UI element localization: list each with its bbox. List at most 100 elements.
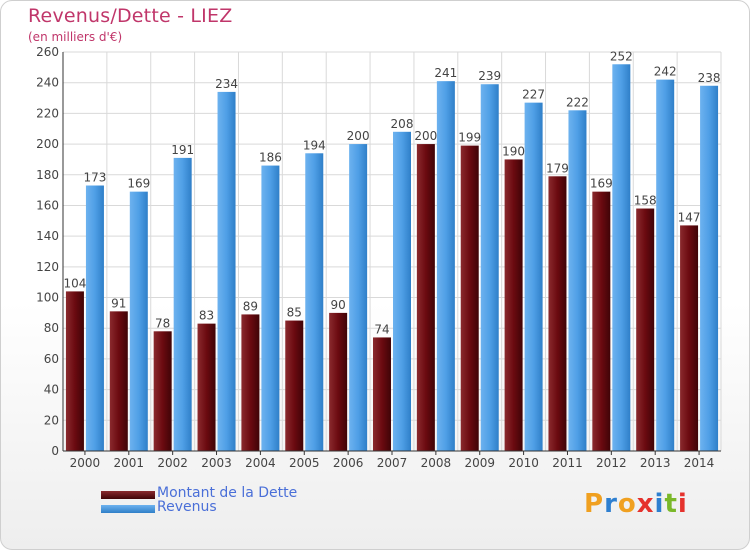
logo-letter: x — [636, 489, 655, 519]
y-tick-label: 180 — [36, 168, 59, 182]
data-label: 194 — [303, 138, 326, 152]
bar-dette — [680, 225, 699, 451]
bar-revenus — [568, 110, 587, 452]
y-tick-label: 260 — [36, 45, 59, 59]
logo-letter: P — [584, 489, 605, 519]
y-tick-label: 100 — [36, 291, 59, 305]
bar-dette — [285, 320, 304, 451]
bar-revenus — [349, 144, 368, 452]
y-tick-label: 20 — [44, 413, 59, 427]
data-label: 242 — [654, 65, 677, 79]
bar-revenus — [261, 165, 280, 452]
data-label: 169 — [127, 177, 150, 191]
y-tick-label: 0 — [51, 444, 59, 458]
data-label: 173 — [83, 171, 106, 185]
x-tick-label: 2003 — [201, 456, 232, 470]
x-tick-label: 2008 — [421, 456, 452, 470]
bar-revenus — [436, 81, 455, 452]
legend-label-dette: Montant de la Dette — [157, 485, 298, 501]
x-tick-label: 2007 — [377, 456, 408, 470]
y-tick-label: 40 — [44, 383, 59, 397]
data-label: 238 — [698, 71, 721, 85]
x-tick-label: 2010 — [508, 456, 539, 470]
bar-dette — [416, 144, 435, 452]
y-tick-label: 140 — [36, 229, 59, 243]
bar-dette — [460, 145, 479, 451]
logo-letter: o — [617, 489, 637, 519]
proxiti-logo: Proxiti — [584, 489, 688, 519]
data-label: 208 — [391, 117, 414, 131]
bar-revenus — [656, 79, 675, 451]
bar-dette — [241, 314, 260, 451]
data-label: 169 — [590, 177, 613, 191]
x-tick-label: 2013 — [640, 456, 671, 470]
y-tick-label: 160 — [36, 198, 59, 212]
data-label: 252 — [610, 49, 633, 63]
bar-dette — [65, 291, 84, 451]
bar-dette — [548, 176, 567, 452]
bar-dette — [592, 191, 611, 451]
bar-revenus — [305, 153, 324, 452]
data-label: 239 — [478, 69, 501, 83]
data-label: 190 — [502, 144, 525, 158]
data-label: 191 — [171, 143, 194, 157]
y-tick-label: 220 — [36, 106, 59, 120]
bar-dette — [636, 208, 655, 451]
bar-revenus — [85, 185, 104, 451]
data-label: 200 — [347, 129, 370, 143]
data-label: 89 — [243, 299, 258, 313]
bar-revenus — [700, 85, 719, 451]
data-label: 91 — [111, 296, 126, 310]
data-label: 200 — [414, 129, 437, 143]
data-label: 147 — [678, 210, 701, 224]
data-label: 78 — [155, 316, 170, 330]
logo-letter: t — [664, 489, 678, 519]
x-tick-label: 2014 — [684, 456, 715, 470]
bar-revenus — [173, 157, 192, 451]
legend-swatch-revenus — [101, 505, 155, 513]
bar-dette — [504, 159, 523, 451]
logo-letter: r — [604, 489, 618, 519]
legend-label-revenus: Revenus — [157, 499, 217, 515]
data-label: 85 — [287, 306, 302, 320]
x-tick-label: 2002 — [157, 456, 188, 470]
data-label: 241 — [434, 66, 457, 80]
x-tick-label: 2004 — [245, 456, 276, 470]
x-tick-label: 2011 — [552, 456, 583, 470]
y-tick-label: 60 — [44, 352, 59, 366]
data-label: 179 — [546, 161, 569, 175]
logo-letter: i — [654, 489, 665, 519]
bar-revenus — [217, 91, 236, 452]
bar-revenus — [129, 191, 148, 451]
data-label: 234 — [215, 77, 238, 91]
data-label: 222 — [566, 95, 589, 109]
chart-title: Revenus/Dette - LIEZ — [28, 5, 233, 27]
data-label: 199 — [458, 131, 481, 145]
data-label: 104 — [63, 276, 86, 290]
logo-letter: i — [677, 489, 688, 519]
bar-revenus — [612, 64, 631, 452]
data-label: 186 — [259, 151, 282, 165]
data-label: 227 — [522, 88, 545, 102]
legend-swatch-dette — [101, 491, 155, 499]
bar-dette — [109, 311, 128, 451]
x-tick-label: 2009 — [464, 456, 495, 470]
bar-revenus — [524, 102, 543, 452]
bar-dette — [329, 312, 348, 451]
x-tick-label: 2006 — [333, 456, 364, 470]
data-label: 90 — [330, 298, 345, 312]
y-tick-label: 120 — [36, 260, 59, 274]
x-tick-label: 2001 — [114, 456, 145, 470]
y-tick-label: 240 — [36, 76, 59, 90]
data-label: 83 — [199, 309, 214, 323]
bar-dette — [153, 331, 172, 451]
y-tick-label: 80 — [44, 321, 59, 335]
x-tick-label: 2005 — [289, 456, 320, 470]
y-tick-label: 200 — [36, 137, 59, 151]
x-tick-label: 2012 — [596, 456, 627, 470]
data-label: 158 — [634, 194, 657, 208]
bar-dette — [373, 337, 391, 451]
chart-subtitle: (en milliers d'€) — [28, 30, 123, 44]
